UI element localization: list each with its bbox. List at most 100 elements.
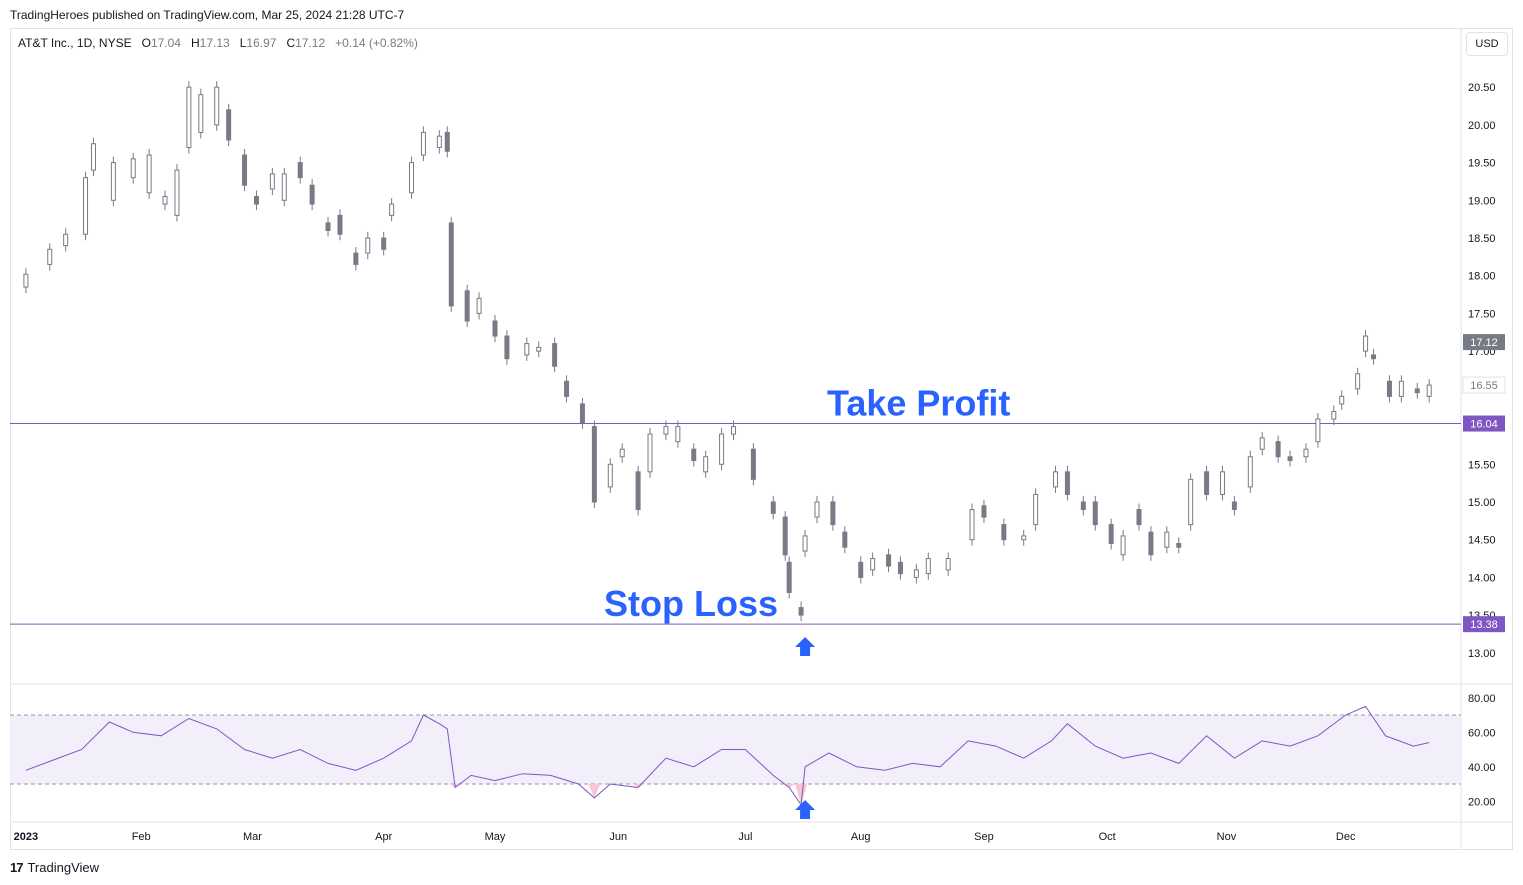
high-value: 17.13 [199, 36, 230, 50]
time-tick-label: Sep [974, 831, 994, 843]
price-tick-label: 19.50 [1468, 158, 1496, 170]
candle [945, 558, 951, 571]
tradingview-logo-icon: 17 [10, 860, 24, 875]
candle [186, 86, 192, 149]
price-tick-label: 19.00 [1468, 195, 1496, 207]
time-tick-label: Oct [1099, 831, 1116, 843]
candle [146, 154, 152, 194]
currency-button[interactable]: USD [1466, 32, 1508, 56]
candle [1371, 354, 1377, 360]
candle [798, 607, 804, 616]
take-profit-annotation: Take Profit [827, 383, 1010, 424]
price-tick-label: 18.00 [1468, 271, 1496, 283]
candle [1001, 524, 1007, 541]
candle [476, 297, 482, 314]
price-label-bg [1462, 376, 1506, 394]
candle [281, 173, 287, 201]
time-tick-label: Jun [609, 831, 627, 843]
symbol-legend: AT&T Inc., 1D, NYSE O17.04 H17.13 L16.97… [18, 36, 418, 50]
price-label: 16.55 [1470, 380, 1498, 392]
footer-brand-name[interactable]: TradingView [27, 860, 100, 875]
candle [269, 173, 275, 190]
candle [492, 320, 498, 337]
candle [703, 456, 709, 473]
candle [214, 86, 220, 126]
candle [325, 222, 331, 231]
candle [1287, 456, 1293, 462]
candle [23, 273, 29, 288]
price-label: 13.38 [1470, 619, 1498, 631]
candle [83, 177, 89, 235]
candle [591, 426, 597, 503]
candle [1414, 388, 1420, 394]
candle [1164, 531, 1170, 548]
candle [226, 109, 232, 141]
candle [1355, 373, 1361, 390]
symbol-name[interactable]: AT&T Inc., 1D, NYSE [18, 36, 132, 50]
candle [464, 290, 470, 322]
price-tick-label: 14.00 [1468, 572, 1496, 584]
low-label: L [239, 36, 247, 50]
price-label-bg [1463, 616, 1505, 633]
candle [337, 214, 343, 235]
candle [786, 561, 792, 593]
candle [1108, 524, 1114, 544]
time-tick-label: May [485, 831, 506, 843]
candle [389, 203, 395, 216]
stop-loss-annotation: Stop Loss [604, 583, 778, 624]
price-tick-label: 13.00 [1468, 648, 1496, 660]
price-tick-label: 14.50 [1468, 535, 1496, 547]
candle [297, 162, 303, 179]
candle [409, 162, 415, 194]
price-tick-label: 15.50 [1468, 459, 1496, 471]
time-tick-label: Dec [1336, 831, 1356, 843]
candle [719, 433, 725, 465]
candle [691, 448, 697, 462]
candle [1188, 478, 1194, 526]
candle [1053, 471, 1059, 488]
candle [1275, 441, 1281, 458]
time-tick-label: Mar [243, 831, 262, 843]
candle [842, 531, 848, 548]
candle [1247, 456, 1253, 488]
candle [1136, 509, 1142, 526]
price-tick-label: 18.50 [1468, 233, 1496, 245]
price-label-bg [1463, 334, 1505, 351]
rsi-tick-label: 20.00 [1468, 796, 1496, 808]
candle [353, 252, 359, 265]
close-label: C [286, 36, 296, 50]
rsi-tick-label: 40.00 [1468, 762, 1496, 774]
candle [802, 535, 808, 552]
candle [1219, 471, 1225, 495]
candle [1080, 501, 1086, 511]
candle [619, 448, 625, 458]
candle [1339, 395, 1345, 405]
candle [524, 343, 530, 356]
candle [564, 380, 570, 397]
price-tick-label: 20.50 [1468, 82, 1496, 94]
candle [925, 558, 931, 575]
footer-brand: 17 TradingView [10, 860, 99, 875]
rsi-oversold-fill [588, 784, 601, 798]
candle [635, 471, 641, 511]
candle [63, 233, 69, 247]
time-tick-label: 2023 [14, 831, 38, 843]
candle [420, 131, 426, 156]
candle [981, 505, 987, 518]
candle [782, 516, 788, 556]
candle [1386, 380, 1392, 397]
time-tick-label: Feb [132, 831, 151, 843]
candle [1331, 410, 1337, 420]
candle [675, 426, 681, 443]
candle [870, 558, 876, 571]
candle [1092, 501, 1098, 526]
time-tick-label: Nov [1217, 831, 1237, 843]
rsi-entry-arrow-icon [795, 800, 816, 819]
open-label: O [141, 36, 151, 50]
low-value: 16.97 [246, 36, 277, 50]
candle [830, 501, 836, 526]
price-tick-label: 20.00 [1468, 120, 1496, 132]
candle [198, 94, 204, 133]
rsi-oversold-fill [795, 784, 808, 805]
